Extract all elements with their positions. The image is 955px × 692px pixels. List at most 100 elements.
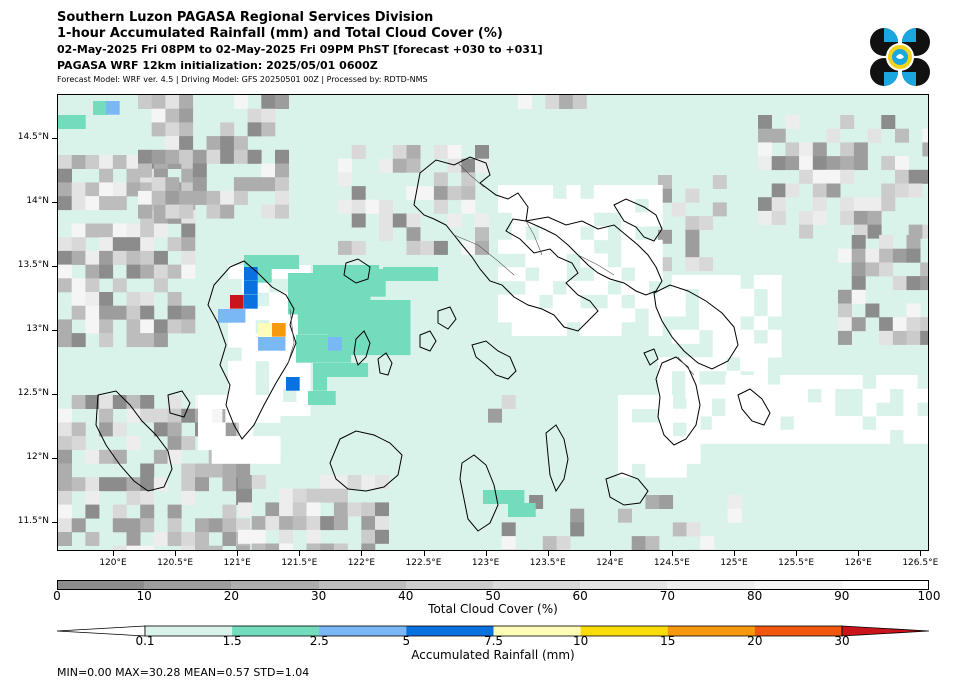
- cloud-cell: [222, 518, 237, 533]
- cloud-cell: [126, 333, 141, 348]
- cloud-cell: [112, 237, 127, 252]
- clear-cell: [699, 275, 714, 289]
- clear-cell: [239, 408, 254, 423]
- cloud-cell: [758, 128, 772, 143]
- clear-cell: [211, 422, 226, 437]
- cloud-cell: [151, 190, 166, 205]
- cloud-cell: [126, 264, 141, 279]
- clear-cell: [712, 316, 727, 331]
- rain-cell: [378, 323, 392, 338]
- clear-cell: [511, 226, 526, 241]
- clear-cell: [635, 253, 649, 268]
- clear-cell: [241, 347, 256, 362]
- clear-cell: [552, 294, 567, 309]
- clear-cell: [525, 239, 540, 254]
- title-line-4: PAGASA WRF 12km initialization: 2025/05/…: [57, 59, 378, 72]
- cloud-cell: [140, 408, 155, 423]
- cloud-tick-label: 70: [659, 589, 676, 603]
- clear-cell: [659, 395, 674, 409]
- cloud-cell: [181, 250, 196, 265]
- clear-cell: [658, 302, 672, 317]
- clear-cell: [711, 416, 726, 431]
- rain-cell: [288, 273, 302, 287]
- clear-cell: [498, 308, 512, 323]
- cloud-cell: [851, 262, 866, 277]
- lon-tick: [485, 551, 487, 556]
- cloud-cell: [433, 186, 448, 201]
- cloud-cell: [361, 529, 376, 544]
- rain-cell: [355, 341, 370, 356]
- rain-tick-label: 7.5: [483, 634, 504, 648]
- cloud-cell: [126, 319, 141, 334]
- cloud-cell: [181, 319, 196, 334]
- clear-cell: [511, 267, 526, 282]
- rain-cell: [244, 255, 258, 269]
- clear-cell: [607, 294, 622, 309]
- lat-label: 14°N: [26, 196, 49, 206]
- lon-label: 125.5°E: [778, 558, 815, 568]
- lon-label: 120.5°E: [157, 558, 194, 568]
- clear-cell: [793, 416, 808, 431]
- rain-color-segment: [754, 626, 843, 636]
- cloud-cell: [151, 108, 166, 123]
- clear-cell: [648, 198, 663, 213]
- cloud-cell: [126, 155, 141, 169]
- clear-cell: [511, 239, 526, 254]
- cloud-cell: [167, 292, 182, 306]
- clear-cell: [621, 212, 636, 227]
- clear-cell: [621, 280, 636, 295]
- rain-cell: [328, 313, 342, 328]
- rain-cell: [341, 300, 356, 314]
- cloud-cell: [906, 235, 921, 249]
- clear-cell: [848, 429, 863, 444]
- cloud-cell: [826, 156, 841, 171]
- cloud-cell: [320, 543, 335, 550]
- clear-cell: [658, 288, 672, 303]
- cloud-cell: [279, 488, 294, 503]
- cloud-cell: [195, 463, 209, 478]
- lat-tick: [52, 522, 57, 523]
- clear-cell: [593, 308, 608, 323]
- cloud-cell: [58, 237, 72, 252]
- rain-cell: [382, 341, 397, 356]
- cloud-cell: [58, 250, 72, 265]
- cloud-cell: [233, 95, 248, 109]
- clear-cell: [239, 436, 254, 451]
- rain-cell: [315, 273, 330, 287]
- rain-arrow-high: [841, 625, 930, 637]
- cloud-cell: [351, 145, 366, 159]
- cloud-cell: [247, 108, 262, 123]
- clear-cell: [228, 374, 242, 389]
- rain-cell: [296, 348, 310, 363]
- clear-cell: [671, 302, 686, 317]
- cloud-cell: [475, 145, 489, 159]
- clear-cell: [511, 322, 526, 336]
- clear-cell: [767, 288, 782, 303]
- cloud-cell: [447, 213, 462, 228]
- cloud-cell: [853, 156, 868, 171]
- cloud-cell: [826, 128, 841, 143]
- cloud-cell: [58, 196, 72, 211]
- cloud-cell: [206, 190, 221, 205]
- cloud-cell: [799, 156, 814, 171]
- clear-cell: [712, 384, 727, 399]
- cloud-cell: [406, 145, 421, 159]
- cloud-cell: [771, 156, 786, 171]
- cloud-cell: [126, 490, 141, 505]
- cloud-cell: [85, 155, 100, 169]
- cloud-cell: [361, 502, 376, 517]
- clear-cell: [767, 275, 782, 289]
- cloud-cell: [261, 95, 276, 109]
- rain-cell: [329, 286, 344, 301]
- cloud-cell: [838, 317, 852, 332]
- clear-cell: [807, 429, 822, 444]
- clear-cell: [198, 395, 212, 409]
- cloud-cell: [433, 199, 448, 214]
- cloud-cell: [71, 292, 86, 306]
- cloud-cell: [167, 449, 182, 464]
- clear-cell: [821, 375, 836, 389]
- rain-cell: [321, 391, 336, 405]
- clear-cell: [566, 212, 581, 227]
- cloud-cell: [85, 223, 100, 238]
- cloud-cell: [826, 169, 841, 184]
